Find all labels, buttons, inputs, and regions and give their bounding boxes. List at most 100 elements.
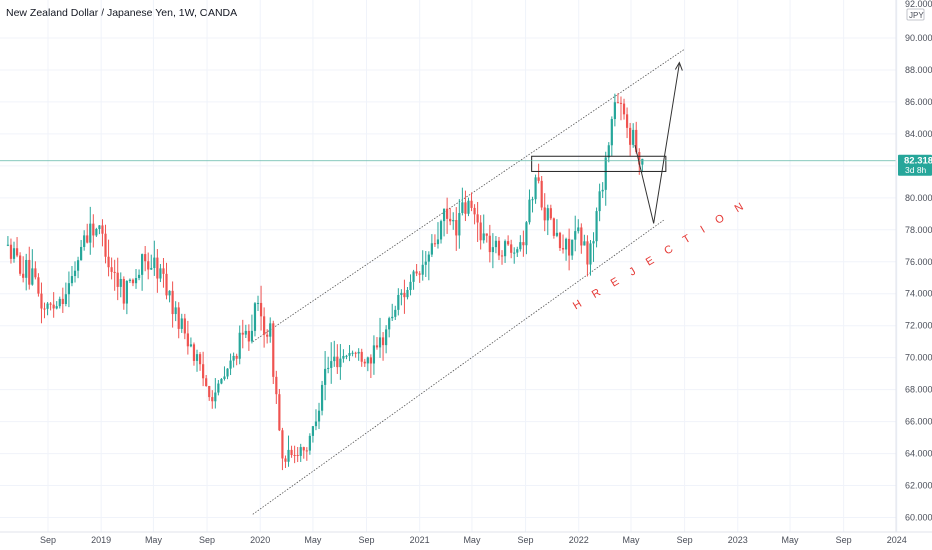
candle-body bbox=[171, 290, 174, 315]
candle-body bbox=[586, 241, 589, 265]
candle-body bbox=[543, 207, 546, 221]
time-axis[interactable]: Sep 2019 May Sep 2020 May Sep 2021 May Sep 2022 May… bbox=[0, 531, 932, 545]
candle-body bbox=[284, 458, 287, 462]
candle-body bbox=[238, 332, 241, 359]
candle-body bbox=[528, 199, 531, 223]
candle-body bbox=[403, 292, 406, 298]
candle-body bbox=[549, 208, 552, 219]
price-tick-label: 70.000 bbox=[905, 353, 932, 363]
candle-body bbox=[641, 158, 644, 165]
candle-body bbox=[497, 240, 501, 256]
candle-body bbox=[516, 249, 519, 253]
candle-body bbox=[412, 271, 415, 282]
candle-body bbox=[629, 127, 632, 145]
candle-body bbox=[241, 332, 244, 335]
candle-body bbox=[205, 378, 208, 386]
candle-body bbox=[400, 292, 403, 295]
candle-body bbox=[128, 279, 132, 281]
candle-body bbox=[311, 426, 315, 436]
candle-body bbox=[375, 345, 379, 348]
candle-body bbox=[125, 280, 128, 304]
candle-body bbox=[568, 238, 571, 256]
candle-body bbox=[156, 257, 159, 279]
candle-body bbox=[43, 308, 46, 310]
candle-body bbox=[232, 355, 235, 361]
price-tick-label: 78.000 bbox=[905, 225, 932, 235]
candle-body bbox=[86, 235, 89, 243]
price-tick-label: 72.000 bbox=[905, 321, 932, 331]
candle-body bbox=[235, 355, 238, 359]
price-tick-label: 64.000 bbox=[905, 449, 932, 459]
candle-body bbox=[302, 447, 305, 451]
candle-body bbox=[211, 397, 214, 402]
candle-body bbox=[253, 303, 257, 331]
candle-body bbox=[348, 353, 351, 356]
candle-body bbox=[226, 368, 229, 377]
candle-body bbox=[534, 177, 537, 200]
candle-body bbox=[616, 102, 620, 104]
candle-body bbox=[34, 268, 37, 278]
candle-body bbox=[122, 278, 125, 304]
candle-body bbox=[49, 303, 52, 305]
candle-body bbox=[80, 246, 83, 261]
candle-body bbox=[15, 248, 19, 256]
candle-body bbox=[540, 180, 543, 208]
candle-body bbox=[150, 268, 153, 270]
candle-body bbox=[491, 247, 494, 253]
time-tick-label: Sep bbox=[677, 535, 693, 545]
candle-body bbox=[510, 244, 513, 253]
candle-body bbox=[70, 276, 74, 284]
candle-body bbox=[281, 430, 284, 459]
time-tick-label: Sep bbox=[836, 535, 852, 545]
candle-body bbox=[272, 323, 275, 377]
candle-body bbox=[256, 302, 260, 304]
candle-body bbox=[571, 239, 574, 256]
candle-body bbox=[625, 114, 629, 128]
candle-body bbox=[372, 345, 376, 364]
candle-body bbox=[25, 259, 28, 278]
candle-body bbox=[381, 337, 385, 346]
candle-body bbox=[83, 235, 86, 247]
candle-body bbox=[458, 213, 461, 236]
candle-body bbox=[37, 277, 40, 294]
candle-body bbox=[418, 273, 421, 275]
time-tick-label: 2020 bbox=[250, 535, 270, 545]
candle-body bbox=[263, 316, 266, 335]
time-tick-label: 2023 bbox=[728, 535, 748, 545]
candle-body bbox=[95, 228, 98, 236]
price-tick-label: 68.000 bbox=[905, 385, 932, 395]
candle-body bbox=[67, 283, 71, 295]
candle-body bbox=[385, 329, 388, 346]
candle-body bbox=[488, 235, 491, 253]
candle-body bbox=[467, 200, 470, 214]
price-tag-box bbox=[898, 154, 932, 176]
candle-body bbox=[433, 243, 437, 245]
candle-body bbox=[391, 316, 394, 319]
candle-body bbox=[278, 394, 281, 431]
candle-body bbox=[461, 202, 464, 214]
candle-body bbox=[607, 145, 610, 158]
candle-body bbox=[406, 289, 409, 298]
candle-body bbox=[622, 103, 626, 115]
candle-body bbox=[427, 254, 430, 262]
candle-body bbox=[113, 271, 116, 273]
candle-body bbox=[223, 376, 226, 379]
candle-body bbox=[19, 255, 22, 274]
candle-body bbox=[519, 242, 522, 250]
candle-body bbox=[485, 233, 488, 236]
trend-channel bbox=[252, 48, 685, 515]
candle-body bbox=[229, 360, 232, 369]
candle-body bbox=[314, 421, 318, 427]
currency-badge bbox=[906, 8, 925, 21]
candle-body bbox=[583, 241, 586, 246]
candle-body bbox=[388, 318, 391, 330]
candle-body bbox=[430, 243, 433, 255]
price-axis[interactable]: 60.000 62.000 64.000 66.000 68.000 70.000 72.0… bbox=[895, 0, 932, 532]
candle-body bbox=[522, 242, 525, 246]
time-tick-label: 2022 bbox=[569, 535, 589, 545]
candle-body bbox=[531, 199, 534, 201]
candle-body bbox=[580, 227, 583, 246]
candle-body bbox=[287, 449, 290, 462]
candle-body bbox=[574, 231, 577, 240]
